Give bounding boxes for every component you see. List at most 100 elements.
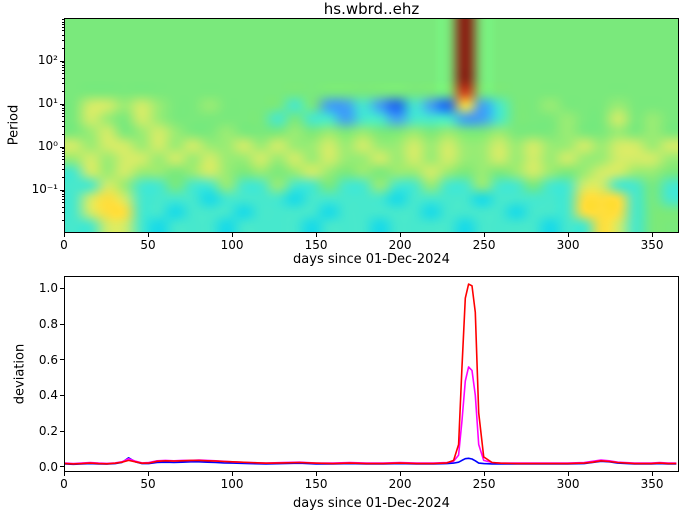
spectrogram-heatmap [65, 19, 678, 232]
y-minor-tick-mark [62, 120, 64, 122]
x-tick-mark [315, 233, 317, 237]
x-tick-label: 150 [304, 477, 328, 491]
y-minor-tick-mark [62, 110, 64, 112]
y-tick-mark [60, 394, 64, 396]
x-tick-label: 350 [640, 477, 664, 491]
x-tick-mark [399, 472, 401, 476]
y-minor-tick-mark [62, 64, 64, 66]
y-tick-label: 10² [37, 53, 58, 67]
y-minor-tick-mark [62, 113, 64, 115]
y-minor-tick-mark [62, 21, 64, 23]
y-minor-tick-mark [62, 125, 64, 127]
x-tick-label: 100 [220, 477, 244, 491]
y-minor-tick-mark [62, 159, 64, 161]
y-minor-tick-mark [62, 196, 64, 198]
y-tick-mark [60, 189, 64, 191]
x-tick-mark [63, 472, 65, 476]
y-minor-tick-mark [62, 90, 64, 92]
y-tick-label: 10⁰ [37, 139, 58, 153]
y-tick-label: 0.0 [38, 459, 58, 474]
x-tick-mark [567, 472, 569, 476]
x-tick-mark [231, 472, 233, 476]
y-minor-tick-mark [62, 67, 64, 69]
y-minor-tick-mark [62, 191, 64, 193]
top-x-axis-label: days since 01-Dec-2024 [293, 252, 450, 267]
y-tick-mark [60, 466, 64, 468]
y-minor-tick-mark [62, 202, 64, 204]
x-tick-label: 300 [556, 238, 580, 252]
deviation-plot-area [64, 276, 679, 472]
deviation-line-chart [65, 283, 677, 466]
y-minor-tick-mark [62, 148, 64, 150]
bottom-x-axis-label: days since 01-Dec-2024 [293, 496, 450, 511]
y-tick-label: 0.6 [38, 352, 58, 367]
y-minor-tick-mark [62, 39, 64, 41]
x-tick-label: 0 [60, 477, 68, 491]
x-tick-mark [231, 233, 233, 237]
y-tick-label: 0.2 [38, 424, 58, 439]
y-tick-mark [60, 146, 64, 148]
y-minor-tick-mark [62, 19, 64, 21]
y-minor-tick-mark [62, 219, 64, 221]
y-minor-tick-mark [62, 176, 64, 178]
red-deviation-line [65, 283, 677, 465]
y-tick-label: 0.8 [38, 317, 58, 332]
y-minor-tick-mark [62, 24, 64, 26]
y-minor-tick-mark [62, 133, 64, 135]
spectrogram-plot-area [64, 18, 679, 233]
y-minor-tick-mark [62, 82, 64, 84]
plot-title: hs.wbrd..ehz [323, 0, 420, 18]
x-tick-label: 200 [388, 477, 412, 491]
y-tick-label: 0.4 [38, 388, 58, 403]
x-tick-label: 250 [472, 477, 496, 491]
x-tick-mark [147, 472, 149, 476]
y-minor-tick-mark [62, 77, 64, 79]
y-minor-tick-mark [62, 153, 64, 155]
y-minor-tick-mark [62, 27, 64, 29]
y-tick-mark [60, 359, 64, 361]
y-minor-tick-mark [62, 163, 64, 165]
y-minor-tick-mark [62, 193, 64, 195]
y-minor-tick-mark [62, 211, 64, 213]
y-minor-tick-mark [62, 62, 64, 64]
x-tick-label: 200 [388, 238, 412, 252]
y-tick-mark [60, 430, 64, 432]
y-minor-tick-mark [62, 105, 64, 107]
x-tick-label: 300 [556, 477, 580, 491]
y-minor-tick-mark [62, 116, 64, 118]
y-tick-mark [60, 60, 64, 62]
x-tick-label: 50 [140, 238, 156, 252]
y-minor-tick-mark [62, 168, 64, 170]
y-tick-mark [60, 103, 64, 105]
y-minor-tick-mark [62, 47, 64, 49]
y-minor-tick-mark [62, 199, 64, 201]
x-tick-mark [399, 233, 401, 237]
y-minor-tick-mark [62, 206, 64, 208]
x-tick-label: 250 [472, 238, 496, 252]
x-tick-mark [63, 233, 65, 237]
y-tick-mark [60, 323, 64, 325]
x-tick-mark [483, 233, 485, 237]
x-tick-label: 350 [640, 238, 664, 252]
y-minor-tick-mark [62, 107, 64, 109]
y-minor-tick-mark [62, 156, 64, 158]
y-tick-label: 10⁻¹ [31, 182, 58, 196]
x-tick-label: 50 [140, 477, 156, 491]
x-tick-mark [315, 472, 317, 476]
x-tick-label: 150 [304, 238, 328, 252]
y-tick-label: 10¹ [37, 96, 58, 110]
x-tick-mark [147, 233, 149, 237]
x-tick-mark [651, 233, 653, 237]
y-minor-tick-mark [62, 34, 64, 36]
x-tick-label: 100 [220, 238, 244, 252]
magenta-deviation-line [65, 366, 677, 465]
y-minor-tick-mark [62, 70, 64, 72]
y-tick-mark [60, 287, 64, 289]
y-minor-tick-mark [62, 150, 64, 152]
x-tick-mark [567, 233, 569, 237]
y-tick-label: 1.0 [38, 281, 58, 296]
x-tick-mark [651, 472, 653, 476]
x-tick-mark [483, 472, 485, 476]
x-tick-label: 0 [60, 238, 68, 252]
